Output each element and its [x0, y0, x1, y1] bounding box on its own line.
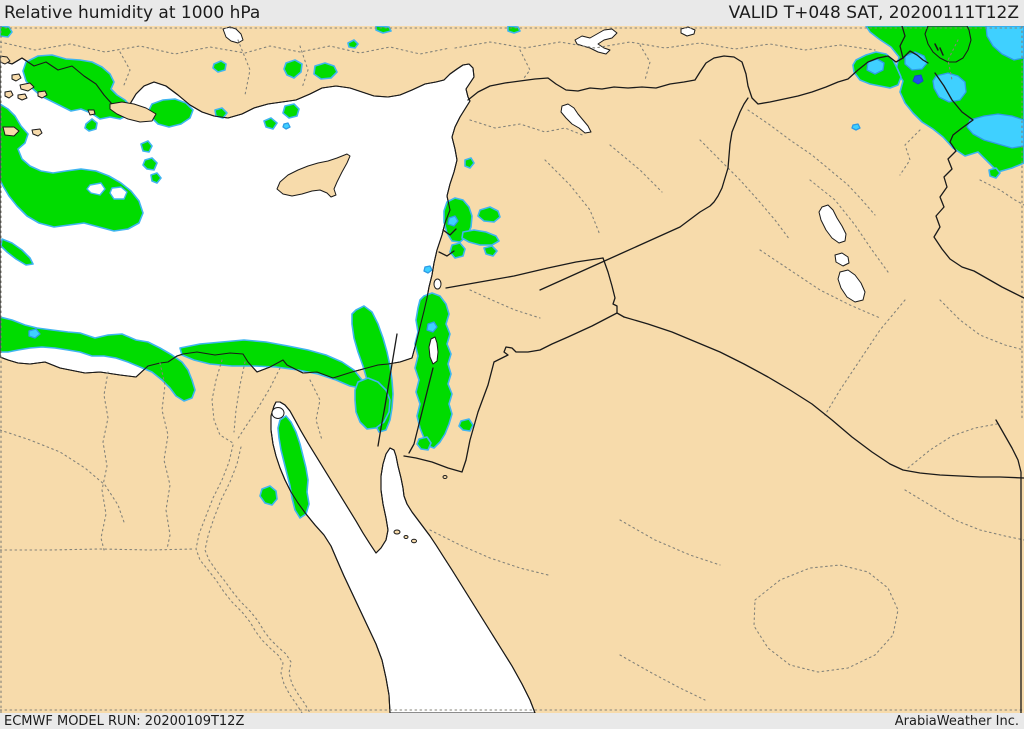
map-title: Relative humidity at 1000 hPa	[4, 3, 261, 23]
lake-keban	[574, 28, 618, 55]
footer-bar: ECMWF MODEL RUN: 20200109T12Z ArabiaWeat…	[0, 713, 1024, 729]
islands	[0, 55, 448, 544]
humidity-blue-spot	[912, 74, 924, 85]
lake-tharthar	[818, 204, 847, 244]
country-borders	[377, 26, 1024, 713]
admin-borders-dotted	[0, 26, 1024, 713]
cyprus-island	[276, 153, 351, 198]
bitter-lake	[271, 407, 285, 419]
lake-habbaniyah	[834, 252, 850, 267]
lake-razzaza	[837, 269, 866, 303]
rhodes-island	[109, 101, 157, 123]
forecast-map	[0, 26, 1024, 713]
green-contour-holes	[86, 182, 128, 200]
humidity-cyan-contours	[28, 26, 1024, 339]
map-canvas	[0, 26, 1024, 713]
dead-sea	[428, 336, 439, 365]
sea-of-galilee	[433, 278, 442, 290]
lake-ataturk	[560, 103, 592, 134]
model-run-label: ECMWF MODEL RUN: 20200109T12Z	[4, 713, 245, 729]
valid-time-label: VALID T+048 SAT, 20200111T12Z	[728, 3, 1019, 23]
credit-label: ArabiaWeather Inc.	[894, 713, 1019, 729]
header-bar: Relative humidity at 1000 hPa VALID T+04…	[0, 0, 1024, 26]
